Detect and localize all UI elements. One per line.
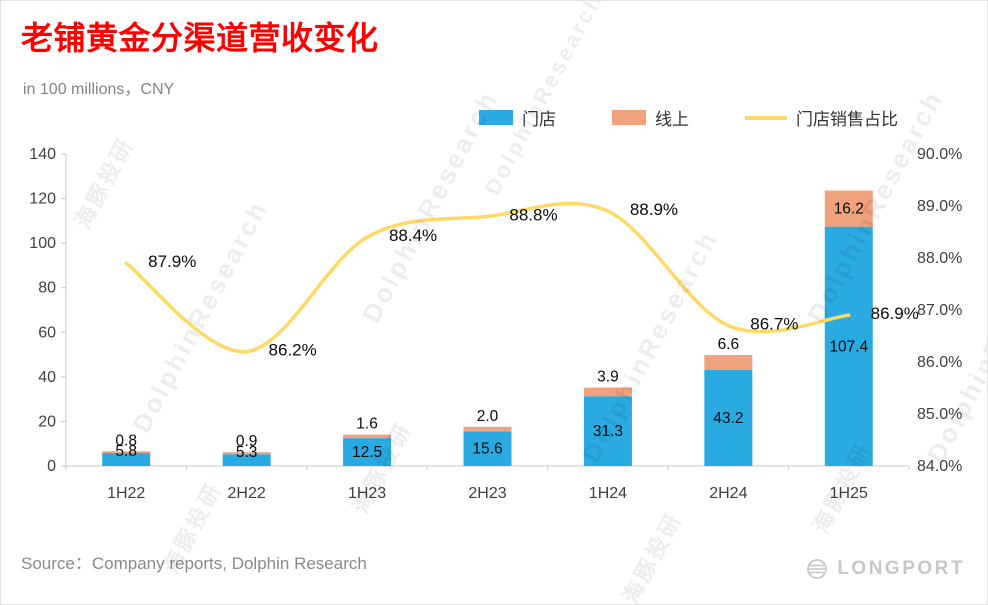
- store-bar: [704, 369, 753, 466]
- legend-item-stores: 门店: [479, 105, 556, 130]
- svg-text:43.2: 43.2: [713, 410, 743, 427]
- legend-item-online: 线上: [612, 105, 689, 130]
- store-bar: [222, 454, 271, 466]
- svg-text:86.2%: 86.2%: [269, 341, 317, 360]
- svg-text:1H24: 1H24: [589, 485, 627, 502]
- store-bar: [583, 396, 632, 466]
- bar-value-labels: 0.85.8 0.95.3 1.6 12.5 2.0 15.6 3.9 31.3 6.6 43.2…: [115, 201, 868, 462]
- svg-text:90.0%: 90.0%: [917, 146, 962, 163]
- svg-text:87.9%: 87.9%: [148, 252, 196, 271]
- page-title: 老铺黄金分渠道营收变化: [21, 20, 379, 56]
- online-bar: [824, 190, 873, 227]
- store-bar: [824, 226, 873, 466]
- svg-text:86.7%: 86.7%: [750, 315, 798, 334]
- svg-text:5.3: 5.3: [236, 444, 258, 461]
- online-bar: [343, 434, 392, 439]
- svg-text:1H23: 1H23: [348, 485, 386, 502]
- svg-text:20: 20: [38, 413, 56, 430]
- longport-logo: LONGPORT: [805, 557, 965, 581]
- legend-item-store-share: 门店销售占比: [745, 105, 898, 130]
- svg-text:84.0%: 84.0%: [917, 458, 962, 475]
- online-bar: [463, 426, 512, 432]
- store-bar: [102, 453, 151, 466]
- stacked-bars: [102, 190, 873, 466]
- svg-text:86.0%: 86.0%: [917, 354, 962, 371]
- svg-text:1H22: 1H22: [107, 485, 145, 502]
- svg-text:88.0%: 88.0%: [917, 250, 962, 267]
- svg-text:6.6: 6.6: [718, 336, 740, 353]
- svg-text:3.9: 3.9: [597, 369, 619, 386]
- online-bar: [222, 452, 271, 455]
- svg-text:88.8%: 88.8%: [509, 205, 557, 224]
- axes: 0 20 40 60 80 100 120 140 84.0% 85.0% 86.0% 87.0% 88…: [29, 146, 962, 502]
- svg-text:86.9%: 86.9%: [871, 304, 919, 323]
- svg-text:1.6: 1.6: [356, 416, 378, 433]
- svg-text:140: 140: [29, 146, 56, 163]
- store-bar: [343, 438, 392, 466]
- store-share-line: [124, 201, 851, 354]
- svg-text:120: 120: [29, 191, 56, 208]
- svg-text:88.4%: 88.4%: [389, 226, 437, 245]
- svg-text:88.9%: 88.9%: [630, 200, 678, 219]
- line-percent-labels: 87.9% 86.2% 88.4% 88.8% 88.9% 86.7% 86.9%: [148, 200, 919, 359]
- svg-text:100: 100: [29, 235, 56, 252]
- svg-text:107.4: 107.4: [829, 338, 868, 355]
- svg-text:89.0%: 89.0%: [917, 198, 962, 215]
- svg-text:0: 0: [47, 458, 56, 475]
- online-bar: [704, 355, 753, 370]
- svg-text:80: 80: [38, 280, 56, 297]
- svg-text:31.3: 31.3: [593, 423, 623, 440]
- svg-text:2H22: 2H22: [228, 485, 266, 502]
- svg-text:2H23: 2H23: [468, 485, 506, 502]
- longport-wordmark: LONGPORT: [837, 558, 965, 579]
- longport-globe-icon: [807, 559, 828, 579]
- source-text: Source：Company reports, Dolphin Research: [21, 554, 367, 573]
- online-swatch-icon: [612, 110, 646, 125]
- svg-text:2.0: 2.0: [477, 408, 499, 425]
- legend-label: 门店销售占比: [796, 110, 898, 129]
- line-swatch-icon: [745, 115, 787, 120]
- svg-text:0.8: 0.8: [115, 432, 137, 449]
- chart-canvas: 0 20 40 60 80 100 120 140 84.0% 85.0% 86.0% 87.0% 88…: [29, 146, 962, 502]
- svg-text:0.9: 0.9: [236, 433, 258, 450]
- legend-label: 门店: [522, 110, 556, 129]
- svg-text:15.6: 15.6: [472, 441, 502, 458]
- store-bar: [463, 431, 512, 466]
- svg-text:5.8: 5.8: [115, 443, 137, 460]
- online-bar: [102, 451, 151, 454]
- svg-text:12.5: 12.5: [352, 444, 382, 461]
- svg-text:16.2: 16.2: [834, 201, 864, 218]
- svg-text:60: 60: [38, 324, 56, 341]
- svg-text:1H25: 1H25: [830, 485, 868, 502]
- svg-text:40: 40: [38, 369, 56, 386]
- online-bar: [583, 387, 632, 397]
- svg-text:85.0%: 85.0%: [917, 406, 962, 423]
- svg-text:87.0%: 87.0%: [917, 302, 962, 319]
- chart-legend: 门店 线上 门店销售占比: [479, 105, 898, 130]
- chart-unit-subtitle: in 100 millions，CNY: [23, 81, 175, 98]
- legend-label: 线上: [655, 110, 689, 129]
- svg-text:2H24: 2H24: [709, 485, 747, 502]
- stores-swatch-icon: [479, 110, 513, 125]
